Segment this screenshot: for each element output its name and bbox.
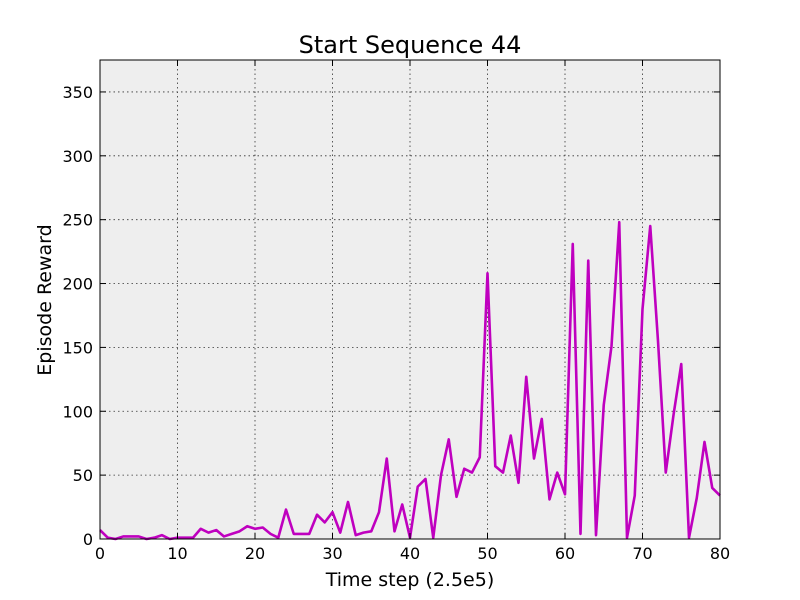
x-axis-label: Time step (2.5e5): [325, 569, 495, 591]
y-tick-label: 50: [73, 466, 93, 485]
x-tick-label: 70: [632, 544, 652, 563]
y-tick-label: 200: [62, 275, 93, 294]
x-tick-label: 50: [477, 544, 497, 563]
x-tick-label: 40: [400, 544, 420, 563]
y-axis-label: Episode Reward: [34, 224, 56, 375]
chart-title: Start Sequence 44: [299, 31, 522, 59]
y-tick-label: 0: [83, 530, 93, 549]
y-tick-label: 250: [62, 211, 93, 230]
x-tick-label: 80: [710, 544, 730, 563]
y-tick-label: 150: [62, 338, 93, 357]
x-tick-label: 20: [245, 544, 265, 563]
x-tick-label: 30: [322, 544, 342, 563]
y-tick-label: 350: [62, 83, 93, 102]
ticks: 0 10 20 30 40 50 60 70 80 0 50 100 150 200 250 300 350: [62, 60, 730, 563]
x-tick-label: 60: [555, 544, 575, 563]
y-tick-label: 100: [62, 402, 93, 421]
x-tick-label: 0: [95, 544, 105, 563]
y-tick-label: 300: [62, 147, 93, 166]
x-tick-label: 10: [167, 544, 187, 563]
